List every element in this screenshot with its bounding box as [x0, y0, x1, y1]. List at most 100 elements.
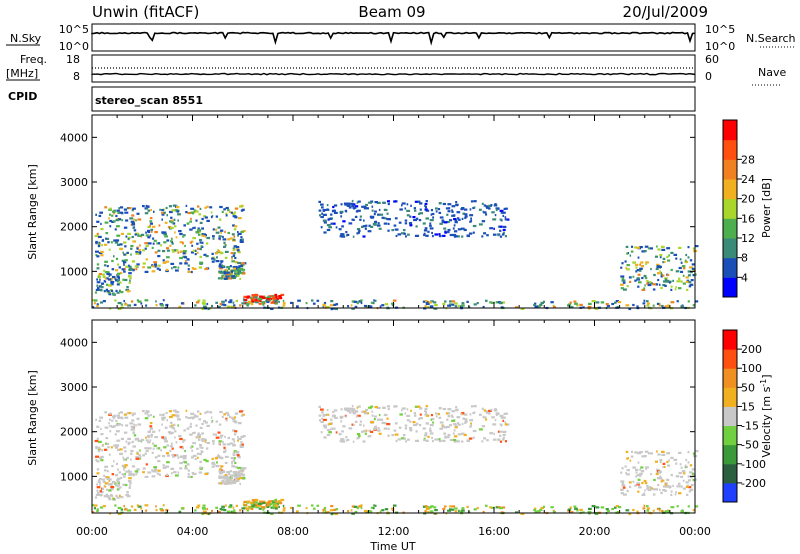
velocity-echo-cell	[135, 473, 138, 476]
power-echo-cell	[379, 305, 382, 308]
power-echo-cell	[230, 211, 233, 214]
velocity-echo-cell	[653, 478, 656, 482]
power-echo-cell	[352, 206, 357, 209]
power-echo-cell	[321, 206, 324, 209]
power-echo-cell	[333, 303, 337, 306]
velocity-echo-cell	[427, 435, 430, 438]
colorbar-tick-label: 200	[741, 343, 762, 356]
velocity-echo-cell	[359, 423, 362, 426]
velocity-echo-cell	[425, 439, 429, 442]
power-echo-cell	[442, 234, 446, 237]
power-echo-cell	[404, 219, 408, 222]
power-echo-cell	[183, 250, 187, 253]
velocity-echo-cell	[442, 424, 445, 427]
velocity-echo-cell	[461, 412, 465, 415]
velocity-echo-cell	[199, 435, 201, 439]
velocity-echo-cell	[233, 416, 236, 419]
velocity-echo-cell	[419, 413, 422, 416]
power-echo-cell	[639, 267, 643, 270]
power-echo-cell	[132, 240, 136, 243]
power-echo-cell	[534, 305, 539, 308]
velocity-echo-cell	[439, 421, 444, 424]
velocity-echo-cell	[215, 506, 218, 509]
velocity-echo-cell	[276, 502, 279, 506]
power-echo-cell	[155, 300, 157, 303]
power-echo-cell	[520, 307, 525, 310]
velocity-echo-cell	[199, 426, 203, 429]
velocity-echo-cell	[659, 475, 661, 478]
velocity-echo-cell	[350, 509, 353, 512]
velocity-echo-cell	[222, 440, 224, 443]
colorbar-swatch	[723, 406, 737, 427]
power-echo-cell	[257, 297, 262, 300]
velocity-echo-cell	[451, 410, 456, 413]
nsky-tick-top: 10^5	[59, 23, 89, 36]
velocity-echo-cell	[649, 486, 652, 489]
velocity-echo-cell	[175, 454, 179, 457]
velocity-echo-cell	[483, 409, 487, 412]
power-echo-cell	[165, 303, 169, 307]
power-echo-cell	[116, 280, 119, 283]
velocity-echo-cell	[221, 479, 225, 482]
power-echo-cell	[662, 284, 666, 287]
power-echo-cell	[258, 302, 262, 305]
power-echo-cell	[345, 210, 348, 213]
power-echo-cell	[145, 204, 148, 208]
velocity-echo-cell	[242, 503, 245, 506]
velocity-echo-cell	[591, 505, 596, 508]
power-echo-cell	[212, 228, 215, 231]
velocity-echo-cell	[356, 406, 359, 409]
velocity-echo-cell	[157, 469, 161, 472]
velocity-echo-cell	[124, 508, 128, 511]
power-echo-cell	[359, 215, 362, 218]
power-echo-cell	[224, 230, 226, 233]
velocity-echo-cell	[223, 482, 227, 485]
power-echo-cell	[384, 208, 388, 212]
velocity-echo-cell	[458, 423, 461, 426]
power-echo-cell	[678, 266, 682, 270]
velocity-echo-cell	[468, 437, 473, 440]
velocity-echo-cell	[239, 410, 243, 413]
power-echo-cell	[171, 249, 174, 252]
power-echo-cell	[393, 224, 397, 227]
velocity-echo-cell	[439, 427, 443, 430]
velocity-echo-cell	[387, 405, 390, 408]
velocity-echo-cell	[185, 416, 188, 419]
velocity-echo-cell	[252, 501, 255, 504]
velocity-echo-cell	[623, 493, 627, 496]
velocity-echo-cell	[567, 508, 572, 511]
velocity-echo-cell	[96, 486, 101, 489]
velocity-echo-cell	[197, 432, 200, 435]
power-echo-cell	[124, 211, 129, 214]
velocity-echo-cell	[667, 464, 671, 467]
velocity-echo-cell	[134, 470, 139, 473]
velocity-echo-cell	[539, 508, 543, 511]
power-echo-cell	[250, 297, 255, 301]
velocity-echo-cell	[453, 429, 456, 432]
power-echo-cell	[276, 297, 279, 301]
velocity-echo-cell	[333, 508, 337, 511]
velocity-echo-cell	[533, 508, 536, 512]
power-echo-cell	[491, 301, 495, 304]
velocity-echo-cell	[482, 510, 485, 514]
power-echo-cell	[105, 271, 110, 274]
velocity-echo-cell	[249, 506, 251, 509]
velocity-echo-cell	[234, 475, 237, 478]
velocity-echo-cell	[694, 505, 699, 508]
power-echo-cell	[339, 210, 344, 213]
power-echo-cell	[500, 306, 504, 309]
velocity-echo-cell	[228, 470, 231, 474]
velocity-echo-cell	[653, 488, 657, 491]
y-tick-label: 1000	[60, 265, 88, 278]
velocity-echo-cell	[179, 461, 183, 465]
velocity-echo-cell	[360, 504, 363, 507]
power-echo-cell	[434, 304, 438, 307]
velocity-echo-cell	[684, 464, 687, 467]
velocity-echo-cell	[660, 476, 663, 479]
power-echo-cell	[228, 265, 231, 269]
velocity-echo-cell	[195, 424, 198, 427]
velocity-echo-cell	[326, 511, 330, 514]
power-echo-cell	[136, 247, 139, 250]
velocity-echo-cell	[381, 421, 385, 424]
